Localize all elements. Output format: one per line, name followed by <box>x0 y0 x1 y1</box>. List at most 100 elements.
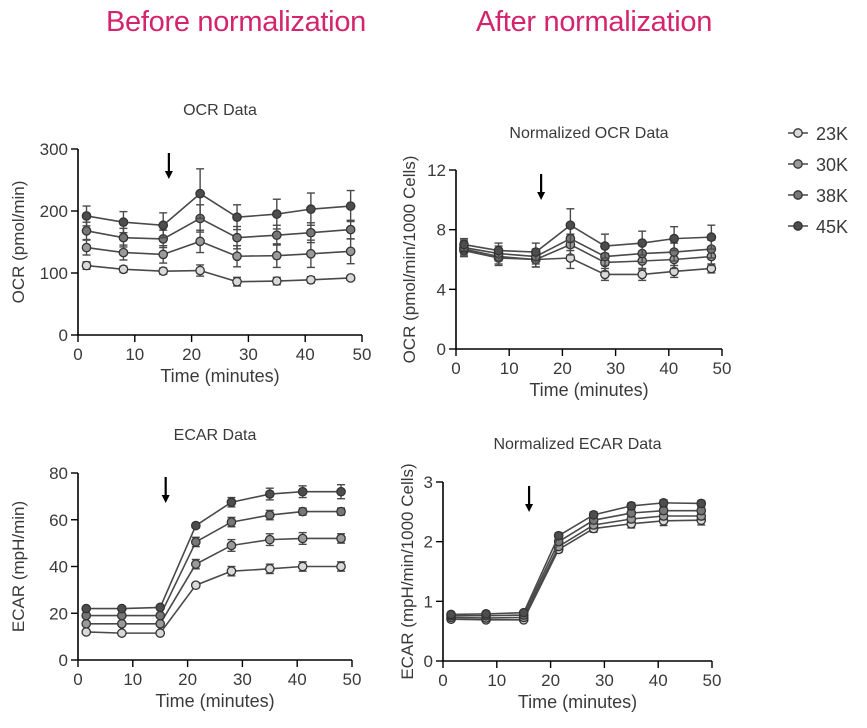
data-point <box>81 211 92 221</box>
x-tick-label: 0 <box>73 670 82 689</box>
data-point <box>195 236 205 247</box>
y-tick-label: 60 <box>49 511 68 530</box>
legend-label: 23K <box>816 124 848 144</box>
x-tick-label: 0 <box>73 345 82 364</box>
x-tick-label: 10 <box>487 671 506 690</box>
data-point <box>226 497 237 508</box>
data-point <box>446 609 456 620</box>
series-45K <box>459 208 717 262</box>
y-tick-label: 4 <box>437 280 446 299</box>
data-point <box>481 609 491 619</box>
legend-item: 23K <box>788 124 848 144</box>
data-point <box>626 501 637 511</box>
x-tick-label: 20 <box>182 345 201 364</box>
series-line <box>86 510 342 617</box>
before-normalization-heading: Before normalization <box>106 6 366 38</box>
legend-marker <box>793 221 803 231</box>
x-tick-label: 20 <box>178 670 197 689</box>
series-30K <box>446 511 707 623</box>
data-point <box>669 233 679 244</box>
data-point <box>118 217 129 228</box>
x-tick-label: 40 <box>649 671 668 690</box>
data-point <box>190 580 201 591</box>
data-point <box>81 260 92 271</box>
data-point <box>345 224 356 235</box>
data-point <box>264 489 275 499</box>
data-point <box>565 220 576 231</box>
legend-item: 38K <box>788 186 848 206</box>
ecar_raw-chart: ECAR Data 0 20 40 60 80 0 10 20 30 40 50 Time (minut… <box>9 427 361 711</box>
data-point <box>297 561 308 572</box>
data-point <box>155 610 166 621</box>
data-point <box>118 264 129 275</box>
data-point <box>336 533 346 544</box>
x-tick-label: 10 <box>123 670 142 689</box>
data-point <box>271 230 282 241</box>
data-point <box>118 247 129 258</box>
legend-label: 30K <box>816 155 848 175</box>
x-tick-label: 40 <box>296 345 315 364</box>
y-tick-label: 0 <box>424 652 433 671</box>
data-point <box>336 561 346 572</box>
data-point <box>345 273 356 283</box>
data-point <box>530 247 541 257</box>
data-point <box>158 249 169 260</box>
y-tick-label: 12 <box>427 161 446 180</box>
data-point <box>226 517 237 527</box>
data-point <box>658 498 669 508</box>
x-tick-label: 30 <box>595 671 614 690</box>
data-point <box>81 603 92 614</box>
y-tick-label: 8 <box>437 221 446 240</box>
data-point <box>264 534 275 545</box>
x-tick-label: 0 <box>451 359 460 378</box>
ocr_norm-chart: Normalized OCR Data 0 4 8 12 0 10 20 30 40 50 Time … <box>400 125 731 400</box>
series-line <box>86 240 351 258</box>
x-axis-label: Time (minutes) <box>155 691 274 711</box>
x-tick-label: 10 <box>125 345 144 364</box>
data-point <box>600 241 610 251</box>
data-point <box>190 537 201 547</box>
data-point <box>336 486 346 497</box>
data-point <box>190 559 201 570</box>
data-point <box>345 246 356 257</box>
chart-title: Normalized OCR Data <box>509 125 668 142</box>
data-point <box>190 520 201 531</box>
x-tick-label: 50 <box>703 671 722 690</box>
y-tick-label: 0 <box>59 651 68 670</box>
legend: 23K 30K 38K 45K <box>788 124 848 237</box>
data-point <box>195 188 205 199</box>
x-axis-label: Time (minutes) <box>160 366 279 386</box>
data-point <box>116 628 127 638</box>
data-point <box>553 530 564 541</box>
y-tick-label: 100 <box>40 264 68 283</box>
series-23K <box>81 561 346 638</box>
series-line <box>463 243 712 264</box>
y-tick-label: 20 <box>49 604 68 623</box>
data-point <box>226 540 237 551</box>
x-tick-label: 30 <box>239 345 258 364</box>
legend-item: 45K <box>788 217 848 237</box>
data-point <box>264 510 275 520</box>
series-23K <box>81 260 356 287</box>
data-point <box>297 506 308 517</box>
x-tick-label: 50 <box>713 359 732 378</box>
y-tick-label: 300 <box>40 140 68 159</box>
series-line <box>86 565 342 634</box>
data-point <box>336 506 346 517</box>
x-tick-label: 30 <box>233 670 252 689</box>
data-point <box>637 238 648 248</box>
data-point <box>155 618 166 629</box>
data-point <box>493 245 504 256</box>
series-45K <box>81 168 356 239</box>
x-tick-label: 40 <box>288 670 307 689</box>
data-point <box>297 486 308 497</box>
ocr_raw-chart: OCR Data 0 100 200 300 0 10 20 30 40 50 Time (minut… <box>9 102 371 386</box>
data-point <box>459 239 469 250</box>
y-axis-label: ECAR (mpH/min/1000 Cells) <box>398 463 417 679</box>
data-point <box>195 265 205 276</box>
y-tick-label: 40 <box>49 558 68 577</box>
x-tick-label: 30 <box>606 359 625 378</box>
x-tick-label: 0 <box>438 671 447 690</box>
x-tick-label: 10 <box>500 359 519 378</box>
